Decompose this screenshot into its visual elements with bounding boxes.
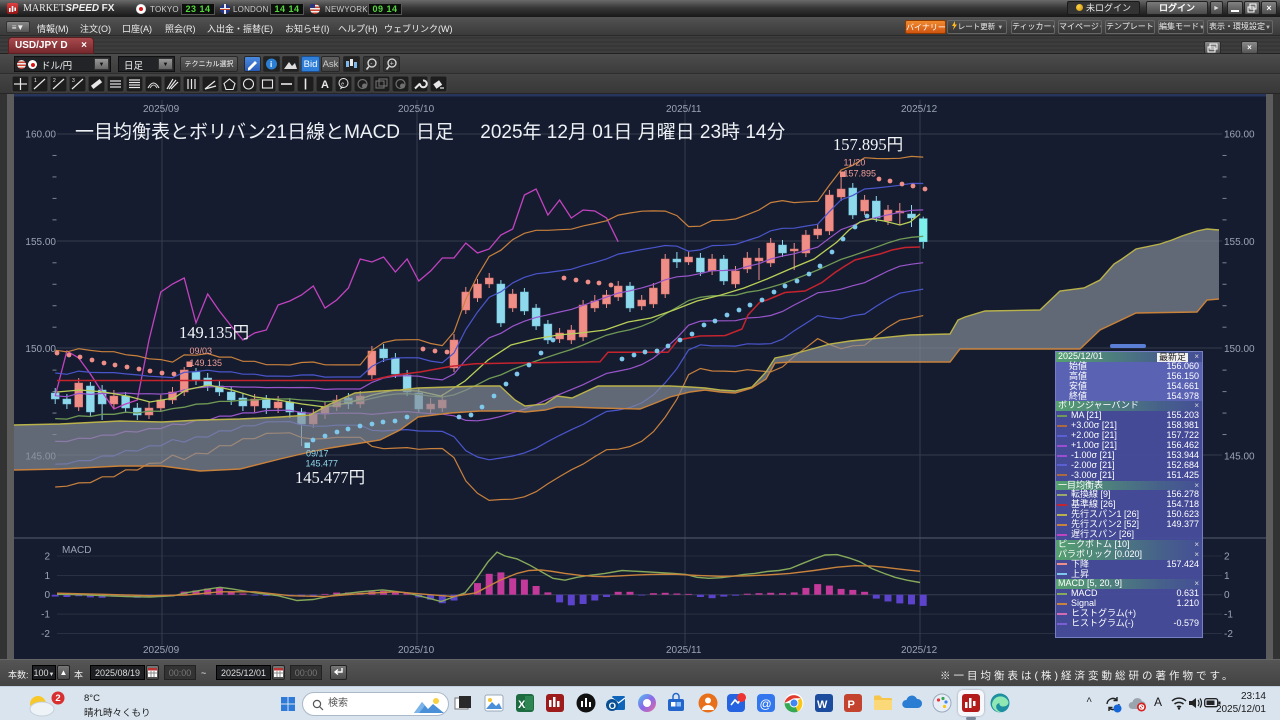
svg-text:W: W (817, 699, 828, 711)
svg-text:149.135円: 149.135円 (179, 323, 249, 342)
svg-text:160.00: 160.00 (25, 130, 56, 141)
svg-text:11/20: 11/20 (844, 158, 866, 168)
svg-text:2: 2 (44, 552, 50, 563)
svg-text:A: A (321, 79, 329, 91)
svg-text:2025/11: 2025/11 (666, 645, 702, 656)
svg-text:-2: -2 (1224, 629, 1233, 640)
svg-text:150.00: 150.00 (25, 344, 56, 355)
svg-text:2025/12: 2025/12 (901, 645, 938, 656)
svg-text:-: - (370, 62, 372, 68)
svg-text:145.00: 145.00 (1224, 452, 1255, 463)
svg-text:3: 3 (72, 78, 75, 84)
svg-text:2025/09: 2025/09 (143, 645, 180, 656)
svg-text:2025/10: 2025/10 (398, 104, 435, 115)
svg-text:2025/12: 2025/12 (901, 104, 938, 115)
svg-text:2025/11: 2025/11 (666, 104, 702, 115)
svg-text:MACD: MACD (62, 545, 91, 556)
svg-text:-1: -1 (1224, 610, 1233, 621)
svg-text:145.477: 145.477 (306, 459, 339, 469)
svg-text:157.895円: 157.895円 (833, 135, 903, 154)
svg-text:145.477円: 145.477円 (295, 468, 365, 487)
svg-text:150.00: 150.00 (1224, 344, 1255, 355)
svg-text:O: O (609, 701, 616, 712)
svg-text:149.135: 149.135 (190, 358, 223, 368)
svg-text:+: + (390, 61, 394, 68)
svg-text:@: @ (760, 697, 772, 711)
svg-text:2: 2 (53, 78, 56, 84)
svg-text:2: 2 (55, 693, 60, 704)
svg-text:一目均衡表とボリバン21日線とMACD 日足 2: 一目均衡表とボリバン21日線とMACD 日足 2025年 12月 01日 月曜日… (75, 121, 785, 143)
svg-text:09/03: 09/03 (190, 346, 213, 356)
svg-text:2025/09: 2025/09 (143, 104, 180, 115)
svg-text:-2: -2 (41, 629, 50, 640)
svg-text:157.895: 157.895 (844, 169, 877, 179)
svg-text:160.00: 160.00 (1224, 130, 1255, 141)
svg-text:1: 1 (1224, 571, 1230, 582)
svg-text:1: 1 (44, 571, 50, 582)
svg-text:e: e (341, 82, 344, 88)
svg-text:i: i (270, 60, 272, 69)
svg-text:2: 2 (1224, 552, 1230, 563)
svg-text:-1: -1 (41, 610, 50, 621)
svg-text:09/17: 09/17 (306, 449, 329, 459)
svg-text:155.00: 155.00 (25, 237, 56, 248)
svg-text:X: X (518, 699, 526, 711)
svg-text:0: 0 (44, 590, 50, 601)
svg-text:2025/10: 2025/10 (398, 645, 435, 656)
svg-text:1: 1 (34, 78, 37, 84)
svg-text:155.00: 155.00 (1224, 237, 1255, 248)
svg-text:0: 0 (1224, 590, 1230, 601)
svg-text:P: P (848, 699, 855, 711)
